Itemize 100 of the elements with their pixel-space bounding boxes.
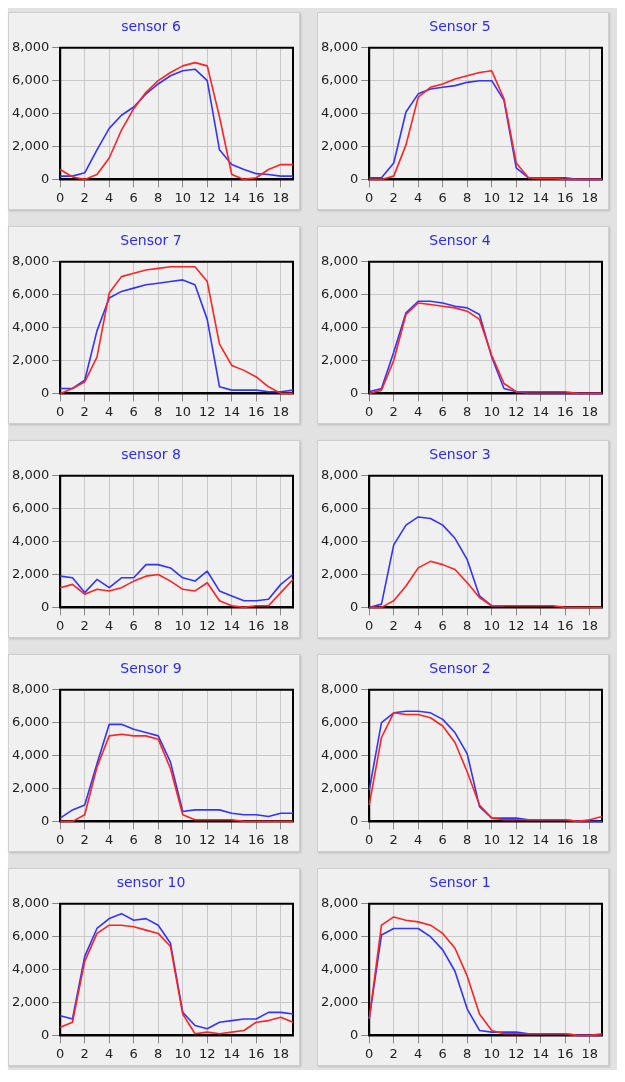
y-tick-label: 2,000 [321,565,359,581]
x-tick-label: 2 [80,617,89,633]
y-tick-label: 4,000 [12,532,50,548]
y-tick-label: 6,000 [12,72,50,88]
x-tick-label: 10 [174,189,192,205]
x-tick-label: 18 [272,189,290,205]
x-tick-label: 6 [438,617,447,633]
x-tick-label: 2 [389,189,398,205]
y-tick-label: 4,000 [12,318,50,334]
y-tick-label: 4,000 [321,746,359,762]
x-tick-label: 12 [198,403,216,419]
x-tick-label: 18 [581,189,599,205]
y-tick-label: 2,000 [12,351,50,367]
chart-title: Sensor 3 [429,446,491,463]
x-tick-label: 18 [272,831,290,847]
x-tick-label: 10 [483,1045,501,1061]
y-tick-label: 4,000 [321,318,359,334]
x-tick-label: 14 [532,189,550,205]
x-tick-label: 4 [105,189,114,205]
y-tick-label: 2,000 [12,779,50,795]
x-tick-label: 2 [80,1045,89,1061]
x-tick-label: 16 [556,1045,574,1061]
x-tick-label: 0 [56,1045,65,1061]
x-tick-label: 0 [365,831,374,847]
y-tick-label: 0 [40,170,50,186]
x-tick-label: 14 [532,403,550,419]
x-tick-label: 14 [223,831,241,847]
y-tick-label: 8,000 [12,681,50,697]
y-tick-label: 4,000 [12,960,50,976]
chart-title: Sensor 2 [429,660,491,677]
y-tick-label: 0 [349,1026,359,1042]
y-tick-label: 0 [40,384,50,400]
y-tick-label: 8,000 [12,39,50,55]
x-tick-label: 6 [129,831,138,847]
y-tick-label: 4,000 [12,104,50,120]
x-tick-label: 8 [154,831,163,847]
x-tick-label: 8 [154,617,163,633]
x-tick-label: 4 [105,403,114,419]
x-tick-label: 6 [438,403,447,419]
x-tick-label: 6 [438,189,447,205]
y-tick-label: 6,000 [321,500,359,516]
y-tick-label: 8,000 [321,681,359,697]
x-tick-label: 4 [105,617,114,633]
x-tick-label: 6 [438,831,447,847]
x-tick-label: 18 [272,403,290,419]
y-tick-label: 2,000 [321,351,359,367]
y-tick-label: 6,000 [12,928,50,944]
x-tick-label: 4 [414,189,423,205]
x-tick-label: 10 [483,403,501,419]
x-tick-label: 12 [507,831,525,847]
y-tick-label: 2,000 [321,779,359,795]
x-tick-label: 16 [247,617,265,633]
x-tick-label: 12 [507,1045,525,1061]
x-tick-label: 2 [389,617,398,633]
x-tick-label: 2 [389,403,398,419]
x-tick-label: 6 [129,189,138,205]
x-tick-label: 10 [174,831,192,847]
x-tick-label: 16 [556,831,574,847]
x-tick-label: 10 [174,1045,192,1061]
x-tick-label: 16 [556,403,574,419]
y-tick-label: 6,000 [321,286,359,302]
x-tick-label: 10 [174,403,192,419]
x-tick-label: 14 [532,1045,550,1061]
x-tick-label: 8 [154,403,163,419]
y-tick-label: 2,000 [321,137,359,153]
x-tick-label: 8 [154,189,163,205]
y-tick-label: 6,000 [12,714,50,730]
y-tick-label: 2,000 [321,993,359,1009]
x-tick-label: 4 [414,831,423,847]
x-tick-label: 18 [581,831,599,847]
x-tick-label: 8 [463,831,472,847]
x-tick-label: 4 [414,403,423,419]
y-tick-label: 4,000 [321,532,359,548]
chart-title: Sensor 7 [120,232,182,249]
x-tick-label: 10 [483,617,501,633]
x-tick-label: 12 [507,403,525,419]
chart-title: Sensor 9 [120,660,182,677]
y-tick-label: 6,000 [321,72,359,88]
y-tick-label: 4,000 [321,960,359,976]
x-tick-label: 14 [223,1045,241,1061]
x-tick-label: 18 [272,1045,290,1061]
x-tick-label: 6 [438,1045,447,1061]
x-tick-label: 14 [532,617,550,633]
x-tick-label: 4 [105,1045,114,1061]
chart-title: Sensor 5 [429,18,491,35]
y-tick-label: 0 [40,812,50,828]
x-tick-label: 14 [223,617,241,633]
x-tick-label: 18 [272,617,290,633]
x-tick-label: 2 [389,831,398,847]
y-tick-label: 0 [349,812,359,828]
chart-title: sensor 6 [121,18,181,35]
y-tick-label: 8,000 [12,253,50,269]
x-tick-label: 8 [463,617,472,633]
y-tick-label: 4,000 [12,746,50,762]
x-tick-label: 6 [129,403,138,419]
y-tick-label: 6,000 [321,714,359,730]
x-tick-label: 18 [581,617,599,633]
x-tick-label: 16 [247,403,265,419]
y-tick-label: 4,000 [321,104,359,120]
x-tick-label: 12 [198,1045,216,1061]
